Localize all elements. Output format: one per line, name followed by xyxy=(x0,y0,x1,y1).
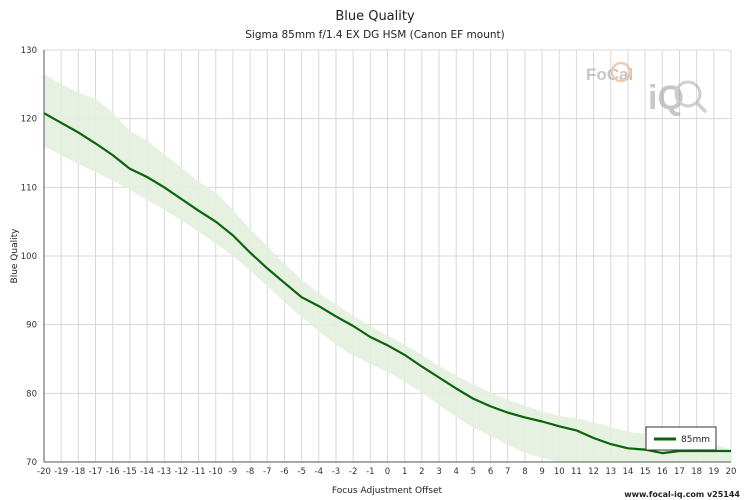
grid xyxy=(43,49,732,463)
x-tick-label: 17 xyxy=(674,467,685,477)
x-tick-label: 10 xyxy=(554,467,565,477)
x-tick-label: -1 xyxy=(366,467,374,477)
x-tick-label: -11 xyxy=(192,467,206,477)
x-tick-label: 14 xyxy=(623,467,634,477)
x-tick-label: -2 xyxy=(349,467,357,477)
x-tick-label: -18 xyxy=(71,467,85,477)
confidence-band-area xyxy=(44,74,731,462)
x-axis-label: Focus Adjustment Offset xyxy=(332,486,443,496)
x-tick-label: 3 xyxy=(436,467,441,477)
x-tick-label: 12 xyxy=(588,467,599,477)
x-tick-label: 8 xyxy=(522,467,527,477)
x-tick-label: -12 xyxy=(174,467,188,477)
logo-ring-icon xyxy=(610,61,632,83)
series-line-85mm xyxy=(43,112,731,455)
legend-box xyxy=(645,426,717,451)
y-tick-label: 120 xyxy=(21,115,37,125)
x-tick-label: 4 xyxy=(453,467,458,477)
x-tick-label: -5 xyxy=(297,467,305,477)
x-tick-label: 7 xyxy=(505,467,510,477)
x-tick-label: -4 xyxy=(315,467,323,477)
y-tick-label: 80 xyxy=(26,389,37,399)
x-tick-label: 9 xyxy=(539,467,544,477)
x-tick-label: -19 xyxy=(54,467,68,477)
y-tick-label: 90 xyxy=(26,321,37,331)
x-tick-label: 15 xyxy=(640,467,651,477)
confidence-band xyxy=(44,74,731,462)
x-tick-label: -7 xyxy=(263,467,271,477)
x-tick-label: -15 xyxy=(123,467,137,477)
x-tick-label: 1 xyxy=(402,467,407,477)
series-lines xyxy=(43,112,731,455)
x-tick-label: 18 xyxy=(691,467,702,477)
y-tick-label: 110 xyxy=(21,183,37,193)
x-tick-label: -9 xyxy=(229,467,237,477)
footer-version: www.focal-iq.com v25144 xyxy=(624,490,740,499)
legend-label: 85mm xyxy=(681,435,710,445)
x-tick-label: -20 xyxy=(37,467,51,477)
x-tick-label: -13 xyxy=(157,467,171,477)
x-tick-label: -8 xyxy=(246,467,254,477)
logo-magnifier-icon xyxy=(674,80,702,108)
y-tick-labels: 70 80 90 100 110 120 130 xyxy=(21,46,37,468)
x-tick-label: 13 xyxy=(605,467,616,477)
x-tick-label: 16 xyxy=(657,467,668,477)
x-tick-label: 11 xyxy=(571,467,582,477)
legend: 85mm xyxy=(645,426,717,451)
x-tick-label: -6 xyxy=(280,467,288,477)
x-tick-labels: -20 -19 -18 -17 -16 -15 -14 -13 -12 -11 -10 -9 -8 -7-… xyxy=(37,467,736,477)
y-tick-label: 130 xyxy=(21,46,37,56)
y-tick-label: 100 xyxy=(21,252,37,262)
axes xyxy=(43,50,731,463)
x-tick-label: 20 xyxy=(726,467,737,477)
x-tick-label: -10 xyxy=(209,467,223,477)
focal-iq-logo: FoCal iQ xyxy=(586,61,708,117)
x-tick-label: 19 xyxy=(708,467,719,477)
chart-subtitle: Sigma 85mm f/1.4 EX DG HSM (Canon EF mou… xyxy=(245,29,504,41)
y-tick-label: 70 xyxy=(26,458,37,468)
x-tick-label: 2 xyxy=(419,467,424,477)
logo-magnifier-handle xyxy=(695,101,708,114)
x-tick-label: -14 xyxy=(140,467,154,477)
x-tick-label: 6 xyxy=(488,467,493,477)
logo-text-focal: FoCal xyxy=(586,65,633,84)
x-tick-label: 0 xyxy=(385,467,390,477)
x-tick-label: -3 xyxy=(332,467,340,477)
y-axis-label: Blue Quality xyxy=(10,228,20,284)
x-tick-label: -17 xyxy=(89,467,103,477)
chart-title: Blue Quality xyxy=(335,9,415,24)
x-tick-label: 5 xyxy=(471,467,476,477)
x-tick-label: -16 xyxy=(106,467,120,477)
